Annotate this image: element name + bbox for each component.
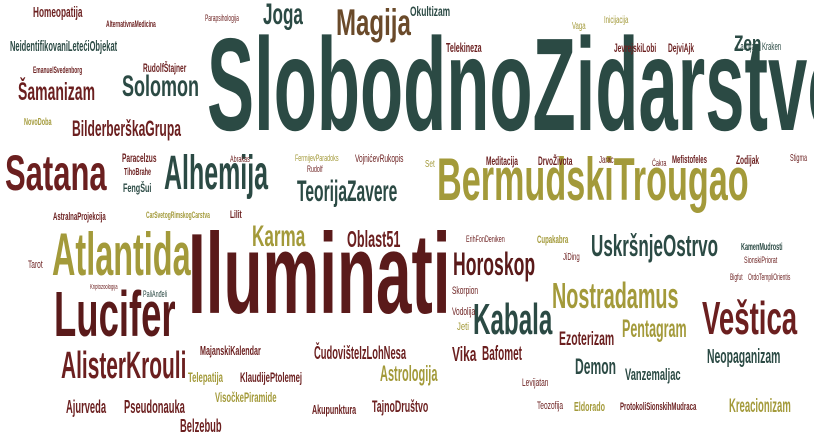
word-ezoterizam: Ezoterizam (559, 329, 615, 350)
word-lamija: Lamija (737, 41, 755, 53)
word-protokolisionskihmudraca: ProtokoliSionskihMudraca (620, 401, 697, 413)
word-karma: Karma (252, 220, 306, 253)
word-fermijevparadoks: FermijevParadoks (295, 153, 339, 163)
word-eldorado: Eldorado (574, 399, 605, 414)
word-novodoba: NovoDoba (24, 117, 52, 128)
word-levijatan: Levijatan (522, 377, 549, 389)
word-parapsihologija: Parapsihologija (205, 13, 239, 23)
word-cudovisteizlohnesa: ČudovišteIzLohNesa (314, 343, 407, 363)
word-palianeli: PaliAnđeli (143, 289, 168, 299)
word-vestica: Veštica (702, 292, 798, 344)
word-tarot: Tarot (28, 259, 43, 271)
word-cakra: Ćakra (652, 158, 667, 168)
word-lilit: Lilit (230, 209, 242, 221)
word-vika: Vika (452, 344, 477, 366)
word-kraken: Kraken (762, 41, 782, 53)
word-astrologija: Astrologija (380, 361, 438, 386)
word-meditacija: Meditacija (486, 154, 518, 168)
word-okultizam: Okultizam (410, 3, 451, 19)
word-zodijak: Zodijak (736, 153, 760, 167)
word-tajnodrustvo: TajnoDruštvo (372, 397, 429, 416)
word-emanuelsvedenborg: EmanuelSvedenborg (33, 65, 83, 75)
word-telekineza: Telekineza (446, 40, 482, 55)
word-alisterkrouli: AlisterKrouli (61, 345, 187, 387)
word-solomon: Solomon (122, 70, 199, 103)
word-telepatija: Telepatija (188, 369, 223, 385)
word-belzebub: Belzebub (180, 416, 222, 436)
word-set: Set (425, 159, 435, 170)
word-fengsui: FengŠui (123, 181, 152, 195)
word-alhemija: Alhemija (164, 147, 269, 200)
word-kabala: Kabala (473, 295, 553, 344)
word-tihobrahe: TihoBrahe (124, 167, 152, 178)
word-satana: Satana (5, 145, 107, 201)
word-erihfondeniken: ErihFonDeniken (466, 234, 505, 244)
word-astralnaprojekcija: AstralnaProjekcija (53, 211, 106, 223)
word-klaudijeptolemej: KlaudijePtolemej (240, 369, 303, 385)
word-visockepiramide: VisočkePiramide (215, 389, 277, 405)
word-kriptozoologija: Kriptozoologija (90, 284, 118, 291)
word-vaga: Vaga (572, 21, 586, 32)
word-inicijacija: Inicijacija (604, 15, 629, 26)
word-ajurveda: Ajurveda (66, 397, 107, 417)
word-cupakabra: Cupakabra (537, 234, 569, 246)
word-rudolf: Rudolf (307, 164, 323, 174)
word-drvozivota: DrvoŽivota (538, 154, 573, 168)
word-samanizam: Šamanizam (18, 78, 96, 106)
word-kreacionizam: Kreacionizam (729, 396, 791, 417)
word-demon: Demon (575, 354, 617, 379)
word-magija: Magija (336, 2, 411, 43)
word-jeti: Jeti (457, 321, 469, 333)
word-joga: Joga (263, 0, 303, 31)
word-jiding: JiDing (563, 252, 580, 263)
word-bafomet: Bafomet (482, 343, 523, 365)
word-pseudonauka: Pseudonauka (124, 397, 185, 417)
word-neidentifikovanilecetiobjekat: NeidentifikovaniLetećiObjekat (10, 38, 118, 55)
word-horoskop: Horoskop (453, 246, 536, 282)
word-jevrejskilobi: JevrejskiLobi (614, 41, 657, 55)
word-homeopatija: Homeopatija (33, 4, 83, 21)
word-bilderberskagrupa: BilderberškaGrupa (72, 116, 181, 141)
word-akupunktura: Akupunktura (312, 402, 357, 417)
word-atlantida: Atlantida (52, 221, 191, 288)
word-paracelzus: Paracelzus (122, 151, 157, 165)
word-uskrsnjeostrvo: UskršnjeOstrvo (591, 228, 718, 263)
word-bigfut: Bigfut (730, 272, 743, 282)
word-teorijazavere: TeorijaZavere (297, 175, 398, 208)
word-slobodnozidarstvo: SlobodnoZidarstvo (207, 11, 814, 158)
word-majanskikalendar: MajanskiKalendar (200, 343, 261, 358)
word-nostradamus: Nostradamus (552, 275, 679, 316)
word-kamenmudrosti: KamenMudrosti (741, 242, 783, 253)
word-sionskipriorat: SionskiPriorat (744, 255, 778, 265)
word-zen: Zen (734, 31, 762, 56)
word-bermudskitrougao: BermudskiTrougao (437, 146, 749, 213)
word-iluminati: Iluminati (188, 211, 451, 338)
word-stigma: Stigma (790, 153, 808, 164)
word-vanzemaljac: Vanzemaljac (625, 365, 681, 384)
word-vodolija: Vodolija (452, 306, 476, 318)
word-abrakas: Abrakas (230, 154, 250, 164)
word-carsvetogrimskogcarstva: CarSvetogRimskogCarstva (146, 210, 210, 220)
word-ordotemplorientis: OrdoTempliOrientis (748, 272, 791, 282)
word-skorpion: Skorpion (452, 285, 479, 297)
word-pentagram: Pentagram (622, 315, 687, 343)
word-vojnicevrukopis: VojnićevRukopis (355, 153, 404, 165)
word-alternativnamedicina: AlternativnaMedicina (106, 19, 156, 29)
word-teozofija: Teozofija (537, 400, 564, 412)
word-neopaganizam: Neopaganizam (707, 346, 781, 368)
word-rudolfstajner: RudolfŠtajner (143, 61, 187, 75)
word-mefistofeles: Mefistofeles (672, 154, 707, 166)
word-lucifer: Lucifer (54, 278, 176, 350)
word-dejviajk: DejviAjk (668, 41, 695, 55)
word-oblast51: Oblast51 (347, 226, 401, 252)
word-jarac: Jarac (599, 155, 614, 166)
